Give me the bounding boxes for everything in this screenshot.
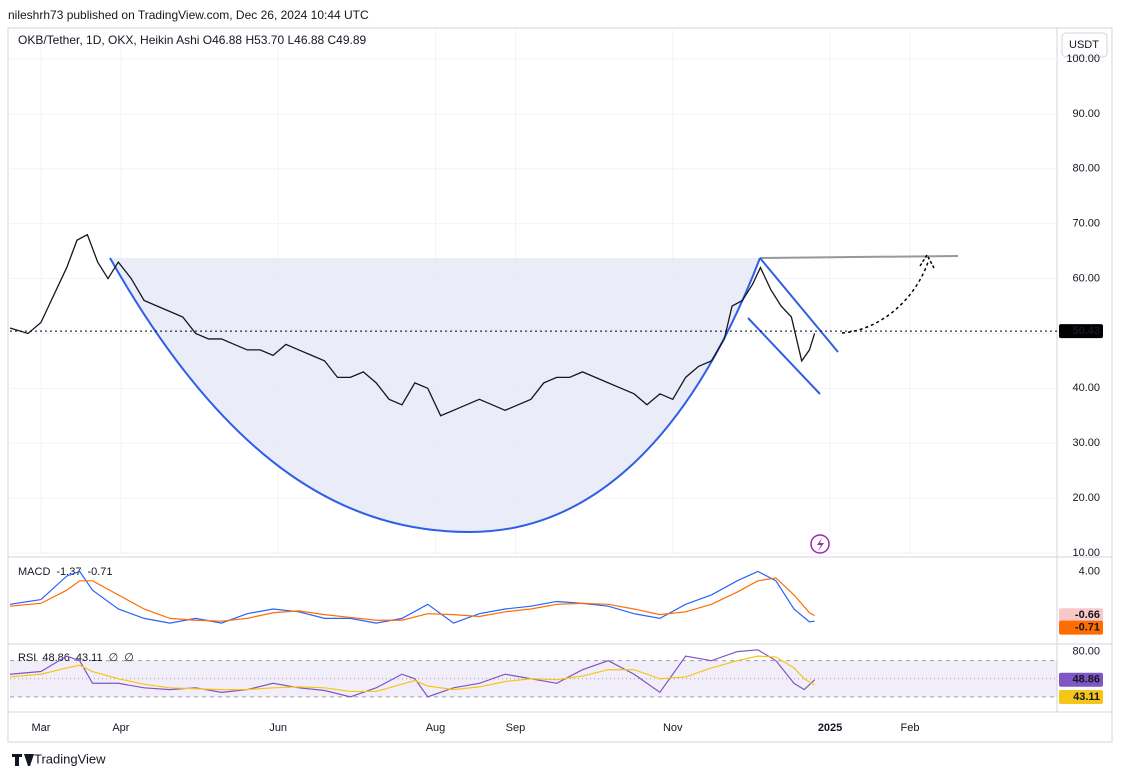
y-tick-label: 90.00 <box>1072 108 1100 120</box>
price-badge-label: -0.71 <box>1075 622 1100 634</box>
arrow-head <box>919 253 935 269</box>
pane-title: OKB/Tether, 1D, OKX, Heikin Ashi O46.88 … <box>18 33 367 47</box>
y-tick-label: 40.00 <box>1072 382 1100 394</box>
y-tick-label: 70.00 <box>1072 218 1100 230</box>
series-line <box>9 577 815 622</box>
x-tick-label: Aug <box>426 722 446 734</box>
y-tick-label: 20.00 <box>1072 492 1100 504</box>
y-tick-label: 4.00 <box>1079 565 1100 577</box>
x-tick-label: Feb <box>901 722 920 734</box>
price-badge <box>1059 672 1103 687</box>
header-value: -1.37 <box>56 566 81 578</box>
pane-title: RSI <box>18 652 36 664</box>
price-badge <box>1059 689 1103 704</box>
wedge-upper <box>759 257 839 353</box>
x-tick-label: Sep <box>506 722 526 734</box>
price-badge-label: 43.11 <box>1073 691 1100 703</box>
y-tick-label: 80.00 <box>1072 163 1100 175</box>
series-line <box>9 233 816 417</box>
currency-label: USDT <box>1069 39 1099 51</box>
pane-title: MACD <box>18 566 50 578</box>
header-value: 48.86 <box>42 652 70 664</box>
header-value: ∅ <box>124 652 134 664</box>
header-value: ∅ <box>109 652 119 664</box>
wedge-lower <box>747 317 821 395</box>
header-value: -0.71 <box>87 566 112 578</box>
projection-arrow <box>841 261 929 334</box>
header-value: 43.11 <box>76 652 103 664</box>
x-tick-label: Mar <box>31 722 50 734</box>
resistance-line <box>759 255 959 259</box>
x-tick-label: 2025 <box>818 722 842 734</box>
frame <box>7 27 1113 743</box>
y-tick-label: 30.00 <box>1072 437 1100 449</box>
series-line <box>9 655 815 693</box>
cup-curve <box>109 257 761 534</box>
cup-area <box>110 258 760 532</box>
series-line <box>9 570 815 624</box>
price-badge-label: 48.86 <box>1072 674 1100 686</box>
x-tick-label: Apr <box>112 722 129 734</box>
drawings <box>109 253 959 554</box>
price-badge-label: 50.43 <box>1072 325 1100 337</box>
price-badge-label: -0.66 <box>1075 609 1100 621</box>
price-badge <box>1059 324 1103 339</box>
y-tick-label: 100.00 <box>1066 53 1100 65</box>
brand-logo <box>12 754 34 766</box>
y-tick-label: 10.00 <box>1072 547 1100 559</box>
brand: TradingView <box>34 751 106 766</box>
price-badge <box>1059 608 1103 623</box>
series-line <box>9 649 816 698</box>
y-tick-label: 80.00 <box>1072 646 1100 658</box>
y-tick-label: 60.00 <box>1072 272 1100 284</box>
event-bolt <box>817 538 824 551</box>
x-tick-label: Nov <box>663 722 683 734</box>
x-tick-label: Jun <box>269 722 287 734</box>
price-badge <box>1059 620 1103 635</box>
byline: nileshrh73 published on TradingView.com,… <box>8 8 369 22</box>
currency-button[interactable] <box>1061 32 1108 58</box>
